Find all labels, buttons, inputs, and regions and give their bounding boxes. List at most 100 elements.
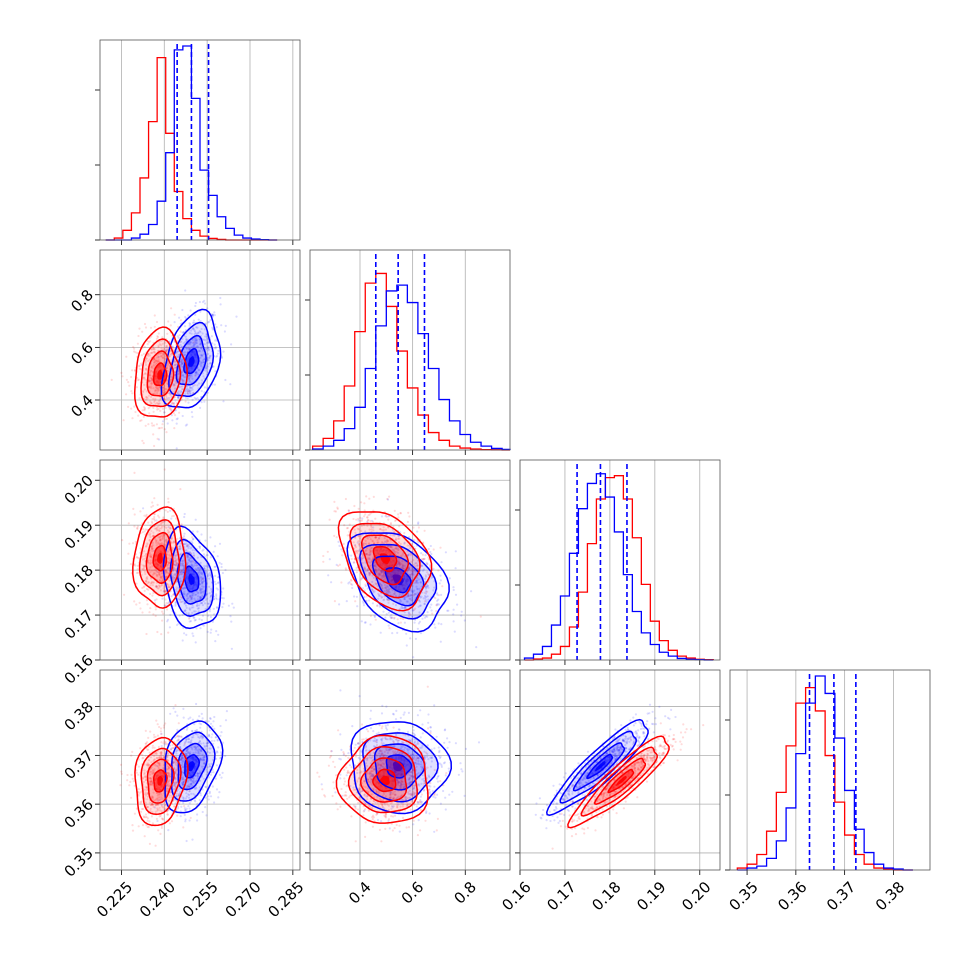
blue-contour [176,552,207,605]
red-density-fill [350,523,420,598]
blue-contour [170,731,216,802]
red-histogram [736,686,913,871]
red-contour [580,746,658,817]
diag-panel-1 [305,249,511,455]
blue-contour [162,525,222,630]
red-contour [567,735,670,829]
y-tick-label: 0.17 [61,606,97,642]
x-tick-label: 0.240 [136,878,179,921]
panel-1-0: 0.4 0.6 0.8 [67,249,301,455]
x-tick-label: 0.255 [179,878,222,921]
red-contour [146,758,175,804]
blue-contour [160,308,222,409]
blue-contour [175,334,207,386]
blue-histogram [105,45,278,241]
red-histogram [311,272,510,451]
y-tick-label: 0.6 [67,339,97,369]
red-density-fill [141,339,181,407]
x-tick-label: 0.285 [265,878,308,921]
blue-contour [169,538,215,617]
red-contour [132,506,187,609]
red-contour [360,534,410,586]
blue-contour [385,754,413,779]
blue-contour [164,720,224,814]
x-tick-label: 0.35 [725,878,761,914]
blue-contour [545,718,649,817]
red-contour [138,519,181,597]
red-contour [335,734,429,824]
panel-3-2: 0.16 0.17 0.18 0.19 0.20 [498,669,721,914]
red-contour [607,768,635,794]
red-contour [152,362,168,387]
axes-frame [519,669,721,871]
axes-frame [99,39,301,241]
y-tick-label: 0.20 [61,472,97,508]
blue-contour [586,753,614,780]
y-tick-label: 0.19 [61,516,97,552]
blue-contour [346,532,450,633]
blue-histogram [737,675,913,871]
axes-frame [309,249,511,451]
y-tick-label: 0.35 [61,844,97,880]
x-tick-label: 0.6 [398,878,428,908]
red-contour [133,326,189,418]
x-tick-label: 0.38 [872,878,908,914]
blue-contour [184,754,201,779]
x-tick-label: 0.4 [345,878,375,908]
axes-frame [309,459,511,661]
diag-panel-2 [515,459,721,665]
red-histogram [524,475,714,661]
red-contour [152,769,168,793]
x-tick-label: 0.16 [498,878,534,914]
axes-frame [99,669,301,871]
red-contour [134,736,189,827]
axes-frame [99,249,301,451]
red-contour [145,531,174,585]
blue-contour [183,347,200,375]
axes-frame [309,669,511,871]
red-contour [146,350,175,397]
x-tick-label: 0.17 [543,878,579,914]
red-contour [140,338,182,408]
y-tick-label: 0.4 [67,391,97,421]
y-tick-label: 0.37 [61,747,97,783]
red-contour [152,544,168,572]
panel-3-1: 0.4 0.6 0.8 [305,669,511,908]
panel-3-0: 0.225 0.240 0.255 0.270 0.285 0.35 0.36 0.37 0.3… [61,669,308,921]
blue-contour [572,742,626,792]
panel-2-0: 0.16 0.17 0.18 0.19 0.20 [61,459,301,688]
panel-2-1 [305,459,511,665]
blue-contour [559,730,637,804]
blue-contour [384,567,412,594]
x-tick-label: 0.19 [633,878,669,914]
diag-panel-3: 0.35 0.36 0.37 0.38 [725,669,931,914]
red-contour [349,522,421,599]
x-tick-label: 0.8 [450,878,480,908]
blue-histogram [523,473,714,661]
x-tick-label: 0.20 [678,878,714,914]
red-contour [372,546,398,573]
x-tick-label: 0.37 [823,878,859,914]
y-tick-label: 0.18 [61,561,97,597]
blue-histogram [311,284,511,451]
blue-contour [350,721,453,815]
axes-frame [99,459,301,661]
red-contour [372,768,397,793]
x-tick-label: 0.18 [588,878,624,914]
y-tick-label: 0.8 [67,286,97,316]
red-contour [337,511,433,612]
axes-frame [729,669,931,871]
x-tick-label: 0.36 [774,878,810,914]
red-contour [359,757,408,803]
diag-panel-0 [95,39,301,245]
red-contour [347,745,418,814]
x-tick-label: 0.225 [93,878,136,921]
blue-contour [168,321,215,397]
axes-frame [519,459,721,661]
y-tick-label: 0.38 [61,698,97,734]
y-tick-label: 0.36 [61,795,97,831]
x-tick-label: 0.270 [222,878,265,921]
y-tick-label: 0.16 [61,651,97,687]
red-contour [140,747,182,815]
